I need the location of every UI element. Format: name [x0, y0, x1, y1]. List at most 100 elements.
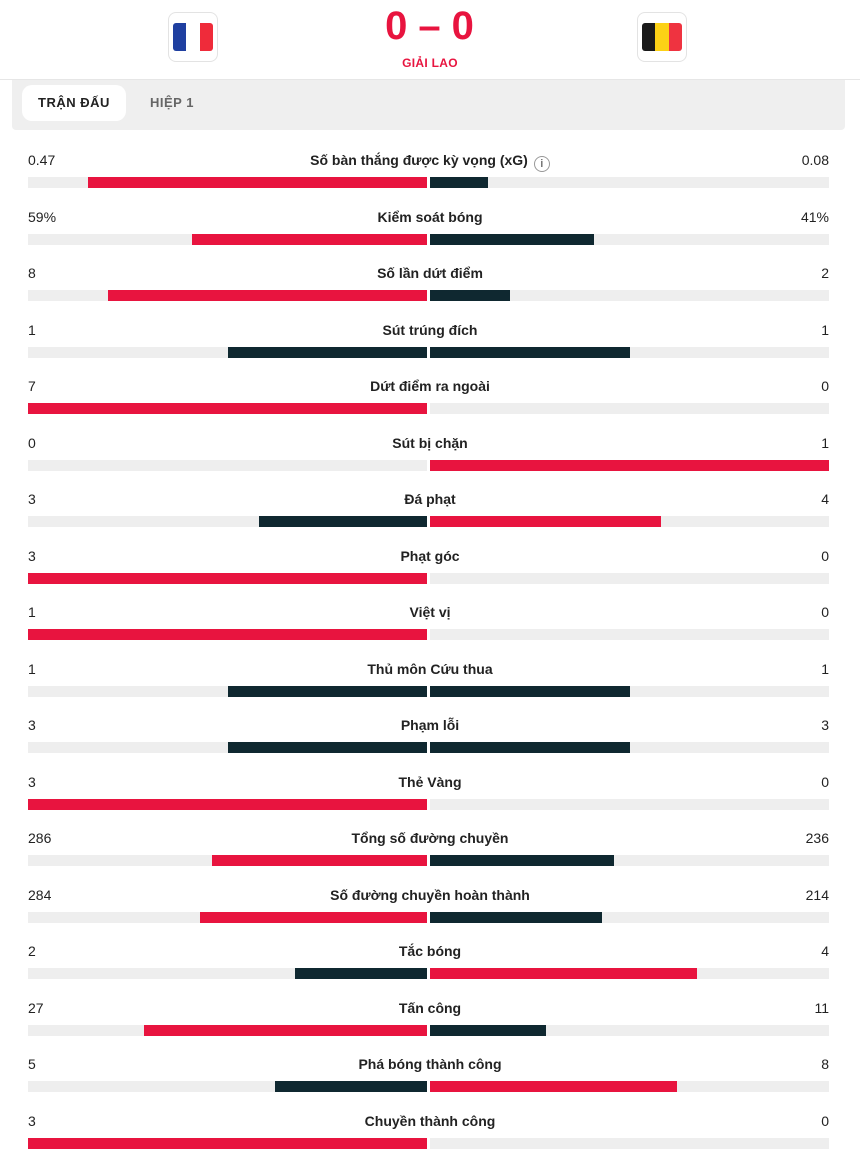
home-stat-value: 3 [28, 491, 36, 507]
away-stat-bar-track [430, 459, 829, 471]
stat-label-text: Phạm lỗi [400, 717, 460, 733]
stat-label: Việt vị [230, 604, 630, 620]
away-stat-bar [430, 516, 662, 527]
home-stat-bar [143, 1024, 427, 1036]
home-stat-bar-track [28, 1081, 427, 1092]
away-stat-bar [430, 1024, 546, 1036]
away-stat-value: 1 [821, 660, 829, 677]
away-stat-bar [430, 233, 594, 245]
stat-label-text: Sút bị chặn [392, 434, 468, 451]
away-stat-value: 3 [821, 717, 829, 733]
away-stat-bar [430, 855, 614, 866]
home-stat-bar [28, 1137, 427, 1149]
home-stat-bar [199, 911, 427, 923]
tab-match[interactable]: TRẬN ĐẤU [22, 85, 126, 121]
stat-row: 59% Kiểm soát bóng 41% [0, 199, 860, 256]
match-header: 0–0 GIẢI LAO [0, 0, 860, 80]
stat-label: Số bàn thắng được kỳ vọng (xG) i [230, 152, 630, 172]
home-stat-bar [28, 572, 427, 584]
away-stat-bar [430, 346, 630, 358]
stat-row: 1 Việt vị 0 [0, 594, 860, 651]
stat-row: 286 Tổng số đường chuyền 236 [0, 820, 860, 877]
stat-label: Phạt góc [230, 548, 630, 564]
home-stat-bar-track [28, 177, 427, 188]
stat-row: 27 Tấn công 11 [0, 990, 860, 1047]
away-stat-bar [430, 1081, 678, 1092]
stat-label-text: Đá phạt [404, 491, 456, 507]
tab-first-half[interactable]: HIỆP 1 [150, 95, 194, 110]
away-stat-value: 1 [821, 321, 829, 338]
stat-label: Số đường chuyền hoàn thành [230, 887, 630, 903]
away-stat-bar [430, 685, 630, 697]
away-stat-bar-track [430, 516, 829, 527]
home-stat-bar [227, 346, 427, 358]
away-stat-bar-track [430, 346, 829, 358]
stat-row: 7 Dứt điểm ra ngoài 0 [0, 368, 860, 425]
away-stat-bar-track [430, 572, 829, 584]
belgium-flag-icon [642, 23, 682, 51]
away-stat-bar [430, 290, 510, 301]
home-score: 0 [385, 4, 409, 48]
away-stat-value: 11 [814, 999, 829, 1016]
period-tabs: TRẬN ĐẤU HIỆP 1 [12, 80, 845, 130]
home-stat-bar-track [28, 290, 427, 301]
stat-label: Kiểm soát bóng [230, 209, 630, 225]
away-stat-value: 0 [821, 378, 829, 394]
stat-row: 0 Sút bị chặn 1 [0, 425, 860, 482]
home-stat-bar-track [28, 516, 427, 527]
home-team-flag[interactable] [168, 12, 218, 62]
home-stat-bar-track [28, 855, 427, 866]
stat-label: Tấn công [230, 1000, 630, 1016]
info-icon[interactable]: i [533, 156, 550, 172]
home-stat-bar-track [28, 1137, 427, 1149]
home-stat-bar [87, 177, 427, 188]
stat-row: 1 Sút trúng đích 1 [0, 312, 860, 369]
stat-row: 8 Số lần dứt điểm 2 [0, 255, 860, 312]
away-stat-bar-track [430, 403, 829, 414]
home-stat-value: 2 [28, 943, 36, 959]
home-stat-value: 3 [28, 1112, 36, 1129]
stat-label: Thẻ Vàng [230, 774, 630, 790]
stat-row: 1 Thủ môn Cứu thua 1 [0, 651, 860, 708]
away-stat-bar-track [430, 855, 829, 866]
stat-row: 3 Phạm lỗi 3 [0, 707, 860, 764]
away-stat-value: 8 [821, 1056, 829, 1072]
home-stat-bar-track [28, 572, 427, 584]
away-stat-bar-track [430, 798, 829, 810]
stat-label-text: Số bàn thắng được kỳ vọng (xG) [310, 152, 528, 168]
home-stat-bar-track [28, 968, 427, 979]
stat-label-text: Phạt góc [400, 547, 460, 564]
stat-row: 3 Phạt góc 0 [0, 538, 860, 595]
away-stat-value: 4 [821, 943, 829, 959]
home-stat-bar [28, 403, 427, 414]
home-stat-bar-track [28, 1024, 427, 1036]
match-status: GIẢI LAO [402, 56, 458, 70]
home-stat-bar [28, 798, 427, 810]
away-stat-value: 0 [821, 1112, 829, 1129]
away-team-flag[interactable] [637, 12, 687, 62]
stat-label: Thủ môn Cứu thua [230, 661, 630, 677]
home-stat-bar-track [28, 459, 427, 471]
home-stat-value: 5 [28, 1056, 36, 1072]
stat-row: 3 Thẻ Vàng 0 [0, 764, 860, 821]
stat-label: Phá bóng thành công [230, 1056, 630, 1072]
home-stat-bar [259, 516, 427, 527]
stat-label-text: Sút trúng đích [382, 321, 478, 338]
stat-label-text: Việt vị [409, 604, 451, 620]
home-stat-value: 3 [28, 547, 36, 564]
away-stat-bar-track [430, 233, 829, 245]
stat-label-text: Tấn công [398, 999, 462, 1016]
home-stat-bar-track [28, 629, 427, 640]
away-stat-value: 0.08 [801, 152, 829, 168]
home-stat-value: 7 [28, 378, 36, 394]
away-stat-value: 2 [821, 265, 829, 281]
home-stat-value: 3 [28, 773, 36, 790]
away-stat-value: 1 [821, 434, 829, 451]
home-stat-bar [211, 855, 427, 866]
away-stat-value: 214 [805, 886, 829, 903]
home-stat-bar [227, 685, 427, 697]
home-stat-bar [28, 629, 427, 640]
away-stat-bar-track [430, 742, 829, 753]
stat-label-text: Thẻ Vàng [398, 773, 462, 790]
stat-row: 2 Tắc bóng 4 [0, 933, 860, 990]
